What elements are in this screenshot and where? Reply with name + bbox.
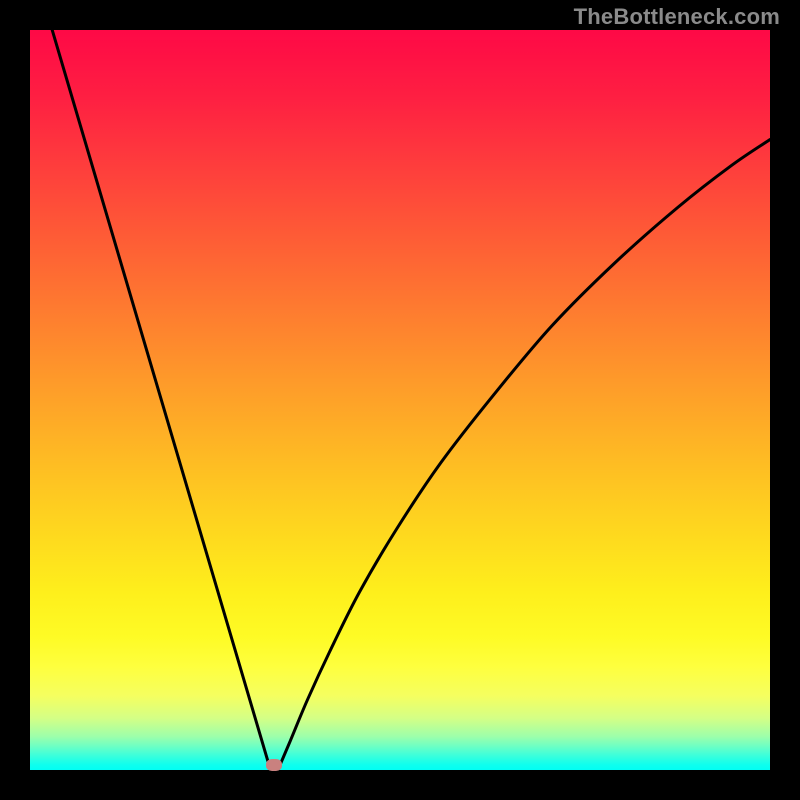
chart-frame: { "watermark": { "text": "TheBottleneck.…	[0, 0, 800, 800]
minimum-marker	[266, 759, 282, 771]
plot-area	[30, 30, 770, 770]
watermark-text: TheBottleneck.com	[574, 4, 780, 30]
bottleneck-curve	[30, 30, 770, 770]
